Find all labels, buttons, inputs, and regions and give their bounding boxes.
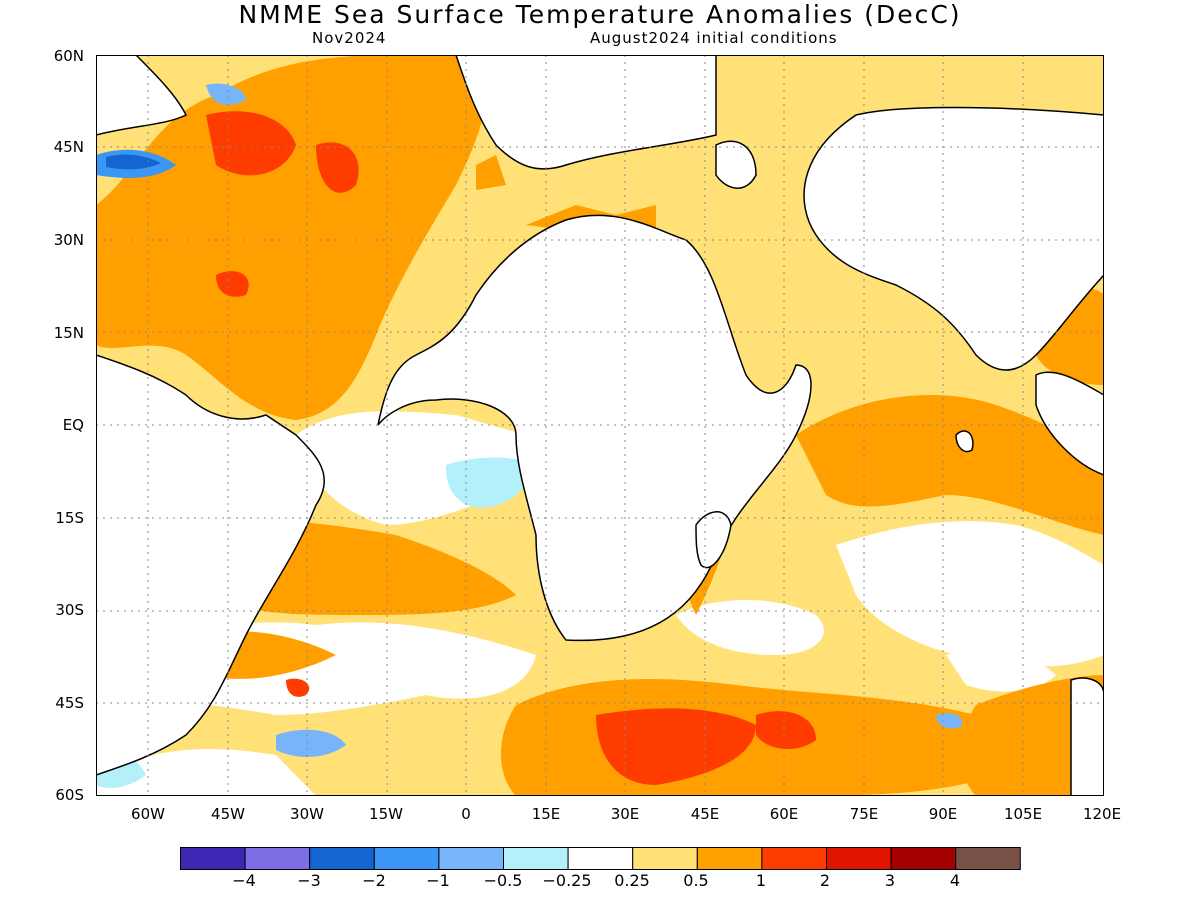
legend-swatch	[180, 847, 246, 870]
legend-label-05: 0.5	[683, 871, 709, 890]
map-frame	[96, 55, 1104, 796]
legend-label-m4: −4	[232, 871, 256, 890]
legend-swatch	[826, 847, 892, 870]
land-coastlines	[96, 55, 1104, 796]
lon-label-30w: 30W	[290, 805, 324, 823]
sst-anomaly-map	[96, 55, 1104, 796]
lon-label-90e: 90E	[928, 805, 958, 823]
lon-label-60e: 60E	[769, 805, 799, 823]
lat-label-eq: EQ	[62, 416, 84, 434]
legend-swatch	[373, 847, 440, 870]
lon-label-45w: 45W	[211, 805, 245, 823]
legend-swatch	[955, 847, 1021, 870]
lon-label-60w: 60W	[131, 805, 165, 823]
legend-swatch	[438, 847, 504, 870]
lon-label-30e: 30E	[610, 805, 640, 823]
legend-label-3: 3	[884, 871, 896, 890]
lat-label-15n: 15N	[53, 324, 84, 342]
lat-label-60n: 60N	[53, 47, 84, 65]
legend-label-m3: −3	[297, 871, 321, 890]
graticule	[96, 55, 1104, 796]
legend-label-2: 2	[819, 871, 831, 890]
legend-swatch	[309, 847, 375, 870]
lat-label-15s: 15S	[55, 509, 84, 527]
legend-swatch	[761, 847, 828, 870]
lat-label-45s: 45S	[55, 694, 84, 712]
map-title: NMME Sea Surface Temperature Anomalies (…	[238, 0, 962, 29]
legend-swatch	[696, 847, 763, 870]
lon-label-120e: 120E	[1082, 805, 1122, 823]
lon-label-105e: 105E	[1003, 805, 1043, 823]
legend-label-m05: −0.5	[483, 871, 523, 890]
legend-label-1: 1	[755, 871, 767, 890]
legend-swatch	[503, 847, 569, 870]
lon-label-45e: 45E	[690, 805, 720, 823]
legend-swatch	[890, 847, 957, 870]
lat-label-45n: 45N	[53, 138, 84, 156]
legend-swatch	[244, 847, 311, 870]
legend-label-m025: −0.25	[542, 871, 592, 890]
legend-swatch	[567, 847, 634, 870]
lon-label-0: 0	[461, 805, 471, 823]
legend-swatch	[632, 847, 698, 870]
initial-conditions-label: August2024 initial conditions	[590, 29, 838, 47]
lat-label-30n: 30N	[53, 231, 84, 249]
strong-warm-regions	[206, 111, 816, 785]
color-legend	[180, 847, 1021, 870]
legend-label-m1: −1	[426, 871, 450, 890]
cool-regions	[96, 83, 962, 788]
legend-label-025: 0.25	[614, 871, 650, 890]
legend-label-4: 4	[949, 871, 961, 890]
lon-label-75e: 75E	[849, 805, 879, 823]
legend-label-m2: −2	[362, 871, 386, 890]
lat-label-60s: 60S	[55, 786, 84, 804]
lat-label-30s: 30S	[55, 601, 84, 619]
lon-label-15e: 15E	[531, 805, 561, 823]
lead-month-label: Nov2024	[312, 29, 387, 47]
lon-label-15w: 15W	[369, 805, 403, 823]
